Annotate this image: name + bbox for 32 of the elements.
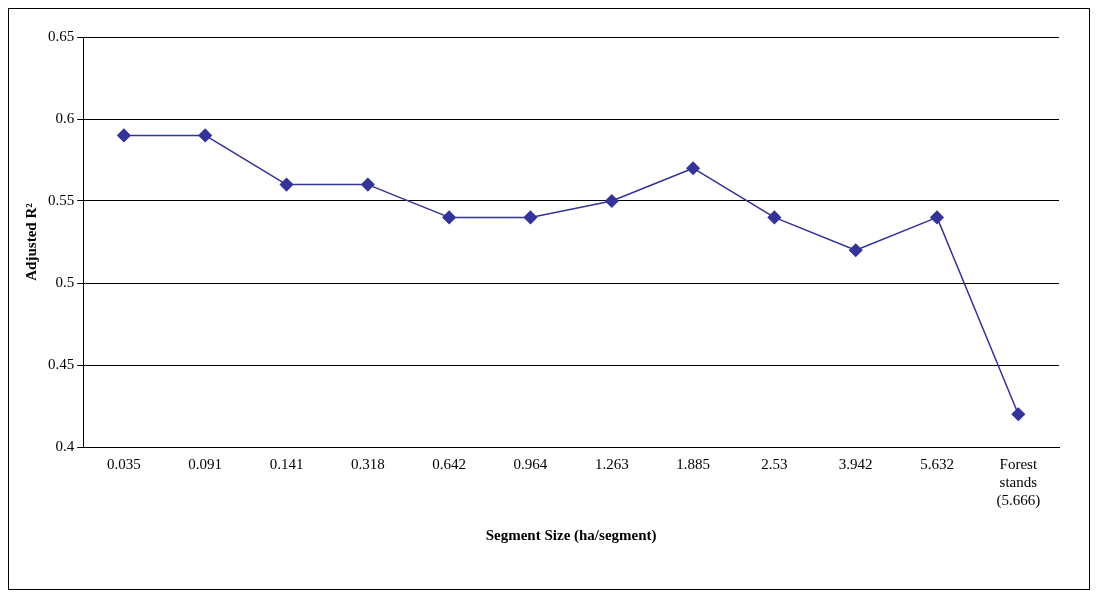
x-tick-label: 3.942 [838,455,873,472]
x-tick-label: 0.642 [432,455,467,472]
point [767,210,782,225]
y-tick-label: 0.4 [55,437,75,454]
point [930,210,944,225]
x-tick-label: 2.53 [761,455,788,472]
point [279,177,294,192]
x-axis-title: Segment Size (ha/segment) [485,526,657,544]
x-tick-label: 0.091 [188,455,223,472]
point [848,243,863,257]
point [523,210,538,225]
y-tick-label: 0.5 [55,273,75,290]
x-tick-label: 5.632 [920,455,954,472]
point [605,194,619,208]
x-tick-label: 0.141 [269,455,304,472]
point [686,161,700,175]
x-tick-label: 0.318 [350,455,385,472]
x-tick-label: 1.885 [676,455,710,472]
x-tick-label: 0.035 [107,455,141,472]
point [1011,407,1026,421]
y-tick-label: 0.65 [48,27,75,44]
point [117,128,131,143]
x-tick-label: 1.263 [594,455,629,472]
x-tick-label: Forest stands (5.666) [996,455,1041,509]
point [361,177,375,192]
x-tick-label: 0.964 [513,455,548,472]
y-tick-label: 0.45 [48,355,75,372]
point [198,128,212,143]
y-tick-label: 0.6 [55,109,75,126]
point [442,210,456,225]
y-axis-title: Adjusted R² [22,202,39,281]
y-tick-label: 0.55 [48,191,75,208]
